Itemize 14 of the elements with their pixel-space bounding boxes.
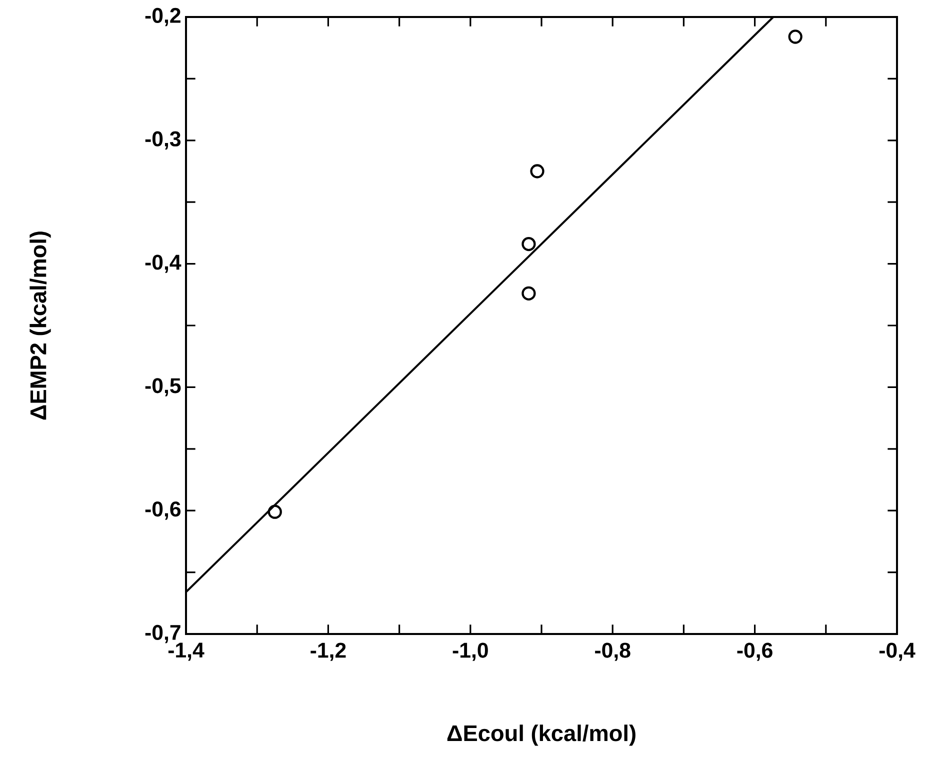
x-tick-label: -1,4 [168, 642, 204, 661]
x-tick-label: -0,4 [879, 642, 916, 661]
y-tick-label: -0,6 [145, 502, 181, 520]
x-tick-label: -0,6 [737, 642, 772, 661]
x-tick-label: -1,2 [310, 642, 346, 661]
x-tick-label: -1,0 [452, 642, 488, 661]
y-tick-label: -0,4 [145, 254, 182, 273]
y-tick-label: -0,7 [145, 624, 180, 644]
y-tick-label: -0,5 [145, 378, 181, 396]
x-axis-title: ΔEcoul (kcal/mol) [447, 724, 636, 746]
y-tick-label: -0,3 [145, 131, 181, 150]
x-tick-label: -0,8 [595, 642, 630, 661]
y-axis-title: ΔEMP2 (kcal/mol) [30, 232, 51, 420]
y-tick-label: -0,2 [145, 8, 180, 26]
